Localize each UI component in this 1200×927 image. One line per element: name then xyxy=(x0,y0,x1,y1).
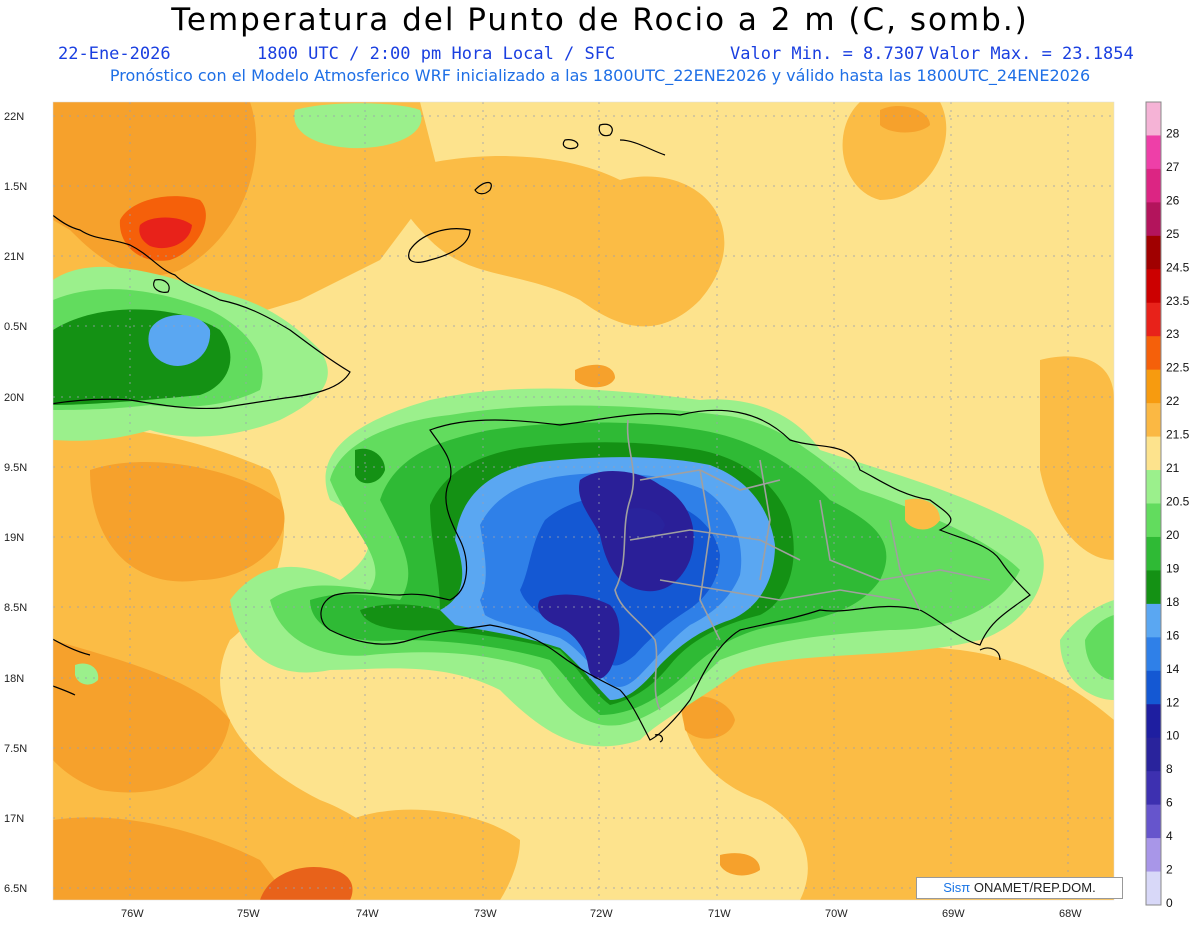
colorbar-swatch xyxy=(1146,202,1161,237)
colorbar-swatch xyxy=(1146,235,1161,270)
lon-label: 68W xyxy=(1059,908,1082,920)
colorbar-swatch xyxy=(1146,269,1161,304)
colorbar-swatch xyxy=(1146,336,1161,371)
lon-label: 74W xyxy=(356,908,379,920)
colorbar-swatch xyxy=(1146,871,1161,906)
max-value-label: Valor Max. = 23.1854 xyxy=(929,44,1134,64)
colorbar-label: 0 xyxy=(1166,896,1173,910)
credit-box: Sisπ ONAMET/REP.DOM. xyxy=(916,877,1123,899)
colorbar-label: 2 xyxy=(1166,863,1173,877)
lon-label: 69W xyxy=(942,908,965,920)
lon-label: 70W xyxy=(825,908,848,920)
turks-coastline xyxy=(598,123,613,137)
colorbar-label: 27 xyxy=(1166,160,1180,174)
colorbar-swatch xyxy=(1146,403,1161,438)
colorbar-swatch xyxy=(1146,637,1161,672)
lon-label: 76W xyxy=(121,908,144,920)
colorbar-label: 12 xyxy=(1166,695,1180,709)
plot-frame xyxy=(52,101,1115,901)
hispaniola-coastline xyxy=(320,409,1031,741)
colorbar-label: 16 xyxy=(1166,628,1180,642)
colorbar-swatch xyxy=(1146,102,1161,136)
colorbar-legend: 2827262524.523.52322.52221.52120.5201918… xyxy=(1145,101,1190,910)
lat-label: 8.5N xyxy=(4,602,27,614)
colorbar-label: 22 xyxy=(1166,394,1180,408)
sispi-logo: Sisπ xyxy=(943,880,971,895)
lat-label: 20N xyxy=(4,392,24,404)
date-label: 22-Ene-2026 xyxy=(58,44,171,64)
latitude-labels: 22N 1.5N 21N 0.5N 20N 9.5N 19N 8.5N 18N … xyxy=(4,111,27,895)
lat-label: 0.5N xyxy=(4,321,27,333)
colorbar-swatch xyxy=(1146,804,1161,839)
colorbar-label: 21.5 xyxy=(1166,428,1190,442)
colorbar-label: 6 xyxy=(1166,796,1173,810)
lon-label: 73W xyxy=(474,908,497,920)
lat-label: 22N xyxy=(4,111,24,123)
map-title: Temperatura del Punto de Rocio a 2 m (C,… xyxy=(171,2,1029,38)
lat-label: 6.5N xyxy=(4,883,27,895)
lat-label: 9.5N xyxy=(4,462,27,474)
colorbar-swatch xyxy=(1146,436,1161,471)
colorbar-label: 8 xyxy=(1166,762,1173,776)
colorbar-label: 21 xyxy=(1166,461,1180,475)
lat-label: 21N xyxy=(4,251,24,263)
inagua-coastline xyxy=(474,181,492,195)
lat-label: 17N xyxy=(4,813,24,825)
admin-borders xyxy=(614,419,991,711)
longitude-labels: 76W 75W 74W 73W 72W 71W 70W 69W 68W xyxy=(121,908,1082,920)
colorbar-swatch xyxy=(1146,470,1161,504)
colorbar-swatch xyxy=(1146,302,1161,337)
min-value-label: Valor Min. = 8.7307 xyxy=(730,44,925,64)
colorbar-swatch xyxy=(1146,168,1161,203)
lat-label: 19N xyxy=(4,532,24,544)
cuba-coastline xyxy=(53,214,351,410)
colorbar-swatch xyxy=(1146,771,1161,806)
colorbar-label: 20.5 xyxy=(1166,495,1190,509)
colorbar-swatch xyxy=(1146,570,1161,605)
colorbar-swatch xyxy=(1146,536,1161,571)
lat-label: 18N xyxy=(4,673,24,685)
lat-label: 7.5N xyxy=(4,743,27,755)
colorbar-label: 18 xyxy=(1166,595,1180,609)
colorbar-label: 19 xyxy=(1166,561,1180,575)
colorbar-label: 22.5 xyxy=(1166,361,1190,375)
colorbar-label: 24.5 xyxy=(1166,260,1190,274)
credit-text: ONAMET/REP.DOM. xyxy=(970,880,1096,895)
colorbar-swatch xyxy=(1146,670,1161,705)
lon-label: 71W xyxy=(708,908,731,920)
colorbar-label: 26 xyxy=(1166,193,1180,207)
colorbar-swatch xyxy=(1146,704,1161,739)
colorbar-swatch xyxy=(1146,838,1161,873)
colorbar-label: 14 xyxy=(1166,662,1180,676)
colorbar-swatch xyxy=(1146,503,1161,538)
colorbar-label: 20 xyxy=(1166,528,1180,542)
colorbar-swatch xyxy=(1146,135,1161,170)
shaded-field xyxy=(53,102,1114,900)
model-subtitle: Pronóstico con el Modelo Atmosferico WRF… xyxy=(109,66,1091,85)
time-label: 1800 UTC / 2:00 pm Hora Local / SFC xyxy=(257,44,616,64)
coastlines xyxy=(53,123,1031,743)
colorbar-label: 23 xyxy=(1166,327,1180,341)
colorbar-label: 25 xyxy=(1166,227,1180,241)
lon-label: 72W xyxy=(590,908,613,920)
colorbar-swatch xyxy=(1146,369,1161,404)
caicos-coastline xyxy=(408,228,471,263)
colorbar-swatch xyxy=(1146,603,1161,638)
colorbar-label: 23.5 xyxy=(1166,294,1190,308)
lon-label: 75W xyxy=(237,908,260,920)
lat-label: 1.5N xyxy=(4,181,27,193)
colorbar-label: 10 xyxy=(1166,729,1180,743)
graticule xyxy=(53,102,1114,900)
colorbar-label: 4 xyxy=(1166,829,1173,843)
colorbar-swatch xyxy=(1146,737,1161,772)
colorbar-label: 28 xyxy=(1166,126,1180,140)
